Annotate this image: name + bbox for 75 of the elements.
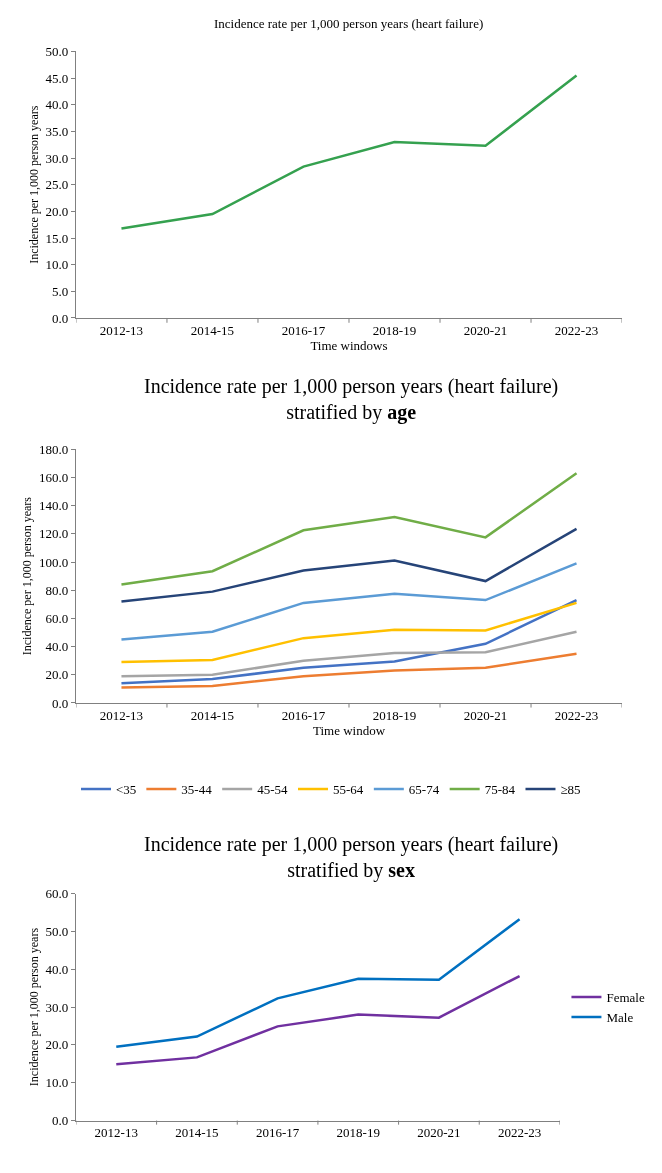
x-tick-label: 2016-17	[255, 1125, 300, 1141]
x-tick-label: 2022-23	[554, 707, 599, 723]
y-axis-title: Incidence per 1,000 person years	[26, 105, 41, 264]
y-tick-label: 40.0	[45, 97, 69, 113]
line-series	[120, 471, 578, 586]
y-tick-label: 20.0	[45, 1037, 69, 1053]
line-series	[120, 527, 578, 603]
legend-label: <35	[116, 782, 137, 798]
y-tick-label: 30.0	[45, 999, 69, 1015]
legend-label: Female	[606, 990, 645, 1006]
x-tick-label: 2018-19	[372, 322, 417, 338]
y-tick-label: 0.0	[52, 1113, 69, 1129]
chart-subtitle: stratified by sex	[287, 859, 415, 882]
x-tick-label: 2012-13	[99, 707, 144, 723]
x-tick-label: 2014-15	[190, 707, 235, 723]
y-tick-label: 100.0	[39, 554, 69, 570]
x-tick-label: 2020-21	[463, 322, 508, 338]
chart-title: Incidence rate per 1,000 person years (heart failure)	[214, 16, 484, 31]
x-tick-label: 2018-19	[372, 707, 417, 723]
y-tick-label: 140.0	[39, 498, 69, 514]
y-tick-label: 0.0	[52, 310, 69, 326]
y-tick-label: 60.0	[45, 886, 69, 902]
chart-title: Incidence rate per 1,000 person years (heart failure)	[144, 375, 559, 398]
line-series	[120, 601, 578, 664]
line-series	[120, 630, 578, 678]
x-axis-title: Time window	[312, 723, 386, 739]
y-tick-label: 180.0	[39, 441, 69, 457]
legend-label: 35-44	[181, 782, 213, 798]
y-axis-title: Incidence per 1,000 person years	[26, 927, 41, 1087]
legend-label: ≥85	[560, 782, 581, 798]
x-tick-label: 2014-15	[175, 1125, 219, 1141]
x-tick-label: 2014-15	[190, 322, 235, 338]
y-tick-label: 25.0	[45, 177, 69, 193]
legend-label: 45-54	[257, 782, 288, 798]
y-tick-label: 10.0	[45, 1075, 69, 1091]
y-tick-label: 5.0	[52, 283, 69, 299]
y-tick-label: 35.0	[45, 123, 69, 139]
x-tick-label: 2020-21	[417, 1125, 461, 1141]
y-tick-label: 60.0	[45, 610, 69, 626]
y-tick-label: 40.0	[45, 639, 69, 655]
y-tick-label: 40.0	[45, 961, 69, 977]
y-tick-label: 20.0	[45, 203, 69, 219]
y-tick-label: 45.0	[45, 70, 69, 86]
x-tick-label: 2012-13	[94, 1125, 138, 1141]
legend-label: 55-64	[333, 782, 364, 798]
line-series	[120, 652, 578, 689]
chart-title: Incidence rate per 1,000 person years (heart failure)	[144, 833, 559, 856]
x-axis-title: Time windows	[310, 338, 388, 354]
line-series	[120, 562, 578, 641]
y-tick-label: 120.0	[39, 526, 69, 542]
legend-label: Male	[606, 1009, 634, 1025]
y-axis-title: Incidence per 1,000 person years	[20, 496, 35, 656]
x-tick-label: 2022-23	[497, 1125, 542, 1141]
x-tick-label: 2022-23	[554, 322, 599, 338]
chart-subtitle: stratified by age	[286, 401, 417, 424]
y-tick-label: 0.0	[52, 695, 69, 711]
line-series	[120, 74, 578, 230]
x-tick-label: 2016-17	[281, 707, 326, 723]
legend-label: 65-74	[408, 782, 440, 798]
line-series	[115, 974, 521, 1066]
y-tick-label: 10.0	[45, 257, 69, 273]
line-series	[115, 918, 521, 1049]
x-tick-label: 2012-13	[99, 322, 144, 338]
line-series	[120, 598, 578, 685]
y-tick-label: 30.0	[45, 150, 69, 166]
x-tick-label: 2020-21	[463, 707, 508, 723]
legend-label: 75-84	[484, 782, 516, 798]
y-tick-label: 80.0	[45, 582, 69, 598]
y-tick-label: 160.0	[39, 470, 69, 486]
y-tick-label: 15.0	[45, 230, 69, 246]
x-tick-label: 2018-19	[336, 1125, 380, 1141]
y-tick-label: 50.0	[45, 923, 69, 939]
y-tick-label: 50.0	[45, 43, 69, 59]
x-tick-label: 2016-17	[281, 322, 326, 338]
y-tick-label: 20.0	[45, 667, 69, 683]
